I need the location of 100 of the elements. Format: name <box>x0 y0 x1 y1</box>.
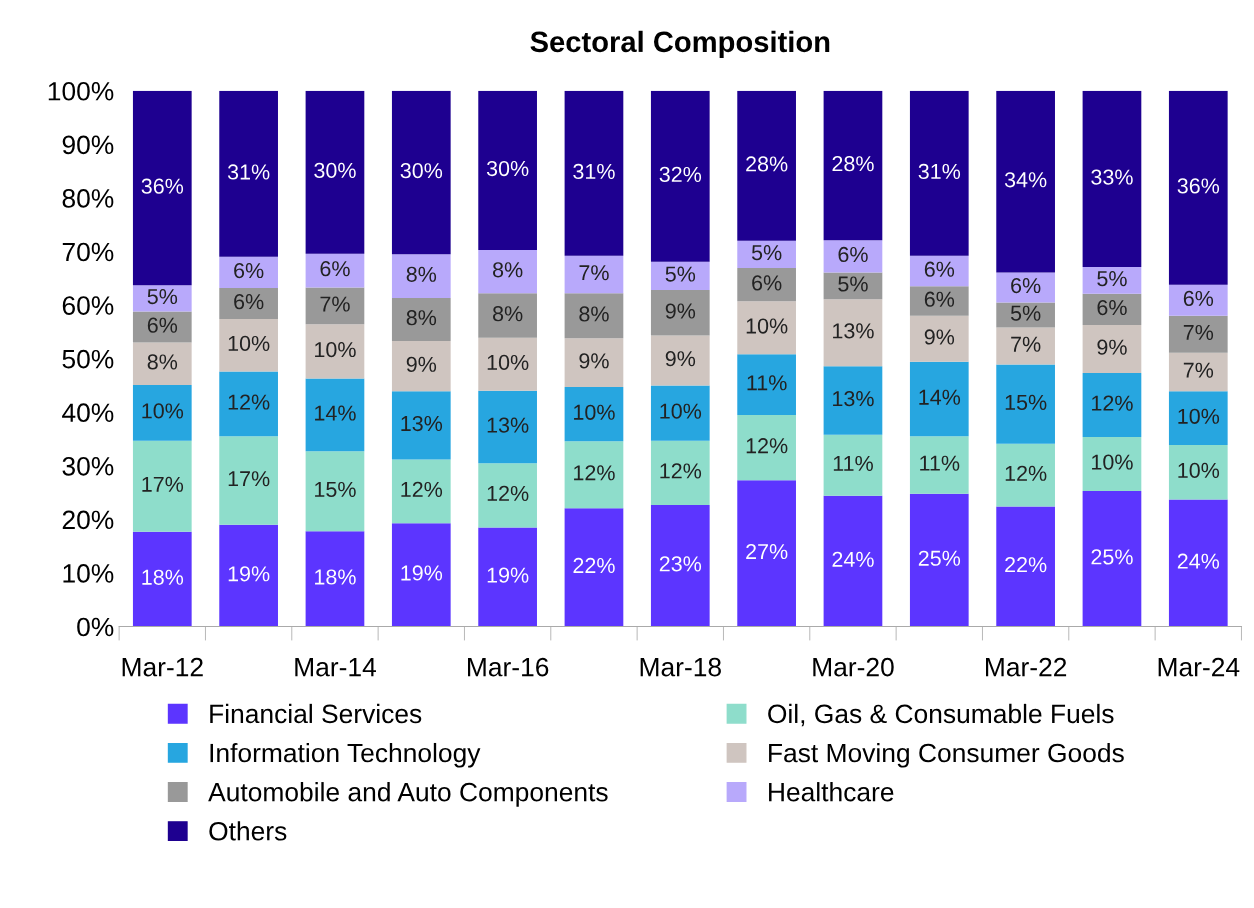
bar <box>650 290 710 336</box>
bar <box>305 531 365 627</box>
y-tick-label: 40% <box>62 403 114 423</box>
bar <box>305 324 365 379</box>
data-label: 6% <box>1183 290 1214 307</box>
bar <box>1168 444 1228 500</box>
bar <box>564 338 624 388</box>
data-label: 31% <box>227 164 270 180</box>
data-label: 19% <box>487 567 529 583</box>
data-label: 10% <box>574 404 615 420</box>
bar <box>132 90 192 286</box>
data-label: 6% <box>924 291 955 307</box>
x-tick-label: Mar-22 <box>986 657 1067 677</box>
data-label: 10% <box>1178 462 1220 479</box>
bar <box>564 255 624 294</box>
bar <box>305 378 365 452</box>
data-label: 6% <box>1097 299 1127 316</box>
data-label: 12% <box>487 485 529 501</box>
bar <box>1082 490 1142 627</box>
data-label: 9% <box>1097 339 1127 355</box>
bar <box>650 261 710 291</box>
y-tick-label: 100% <box>48 81 114 101</box>
data-label: 13% <box>833 390 874 407</box>
data-label: 11% <box>747 375 787 391</box>
data-label: 14% <box>315 405 356 421</box>
bar <box>478 337 537 391</box>
bar <box>737 480 796 627</box>
data-label: 13% <box>401 415 443 432</box>
data-label: 13% <box>487 417 529 433</box>
data-label: 9% <box>665 303 696 319</box>
bar <box>1082 90 1142 268</box>
bar <box>650 385 710 441</box>
data-label: 5% <box>838 276 868 292</box>
data-label: 22% <box>573 557 615 574</box>
bar <box>909 436 969 494</box>
data-label: 12% <box>1005 465 1047 481</box>
data-label: 6% <box>752 275 782 291</box>
data-label: 10% <box>1178 408 1220 424</box>
y-tick-label: 10% <box>63 564 114 583</box>
data-label: 7% <box>1183 324 1214 340</box>
bar <box>391 90 451 255</box>
bar <box>219 371 278 437</box>
data-label: 11% <box>920 455 960 471</box>
bar <box>650 90 710 262</box>
bar <box>564 90 624 256</box>
bar <box>737 301 796 355</box>
bar <box>996 364 1055 444</box>
data-label: 6% <box>924 261 955 277</box>
bar <box>478 249 537 294</box>
bar <box>219 90 278 257</box>
data-label: 10% <box>142 403 184 419</box>
x-tick-label: Mar-18 <box>640 657 721 677</box>
bar <box>219 524 278 627</box>
data-label: 5% <box>1010 305 1041 321</box>
data-label: 6% <box>147 317 178 333</box>
data-label: 13% <box>833 323 874 339</box>
data-label: 24% <box>1177 553 1220 569</box>
bar <box>737 240 796 269</box>
bar <box>737 90 796 241</box>
data-label: 15% <box>1005 394 1047 410</box>
bar <box>391 340 451 392</box>
bar <box>305 451 365 532</box>
data-label: 8% <box>493 306 523 322</box>
data-label: 30% <box>314 162 356 179</box>
data-label: 9% <box>665 351 696 367</box>
bar <box>1082 324 1142 374</box>
bar <box>478 463 537 528</box>
x-tick-label: Mar-24 <box>1158 657 1240 677</box>
bar <box>823 434 883 496</box>
bar <box>823 495 883 627</box>
data-label: 10% <box>487 354 529 371</box>
bar <box>391 459 451 524</box>
chart-title: Sectoral Composition <box>530 30 830 58</box>
data-label: 7% <box>579 265 609 281</box>
data-label: 33% <box>1091 169 1133 185</box>
data-label: 17% <box>228 471 270 487</box>
bar <box>909 255 969 287</box>
bar <box>132 311 192 343</box>
bar <box>564 293 624 339</box>
bar <box>737 414 796 481</box>
x-tick-label: Mar-12 <box>122 657 203 677</box>
bar <box>478 90 537 250</box>
data-label: 31% <box>573 163 615 180</box>
data-label: 12% <box>574 465 615 481</box>
legend-label: Others <box>209 821 287 841</box>
data-label: 8% <box>406 310 437 326</box>
bar <box>1168 284 1228 316</box>
y-tick-label: 60% <box>62 296 114 315</box>
legend-label: Information Technology <box>210 742 481 768</box>
data-label: 5% <box>751 245 782 261</box>
y-tick-label: 20% <box>62 510 114 530</box>
data-label: 10% <box>1092 454 1133 470</box>
bar <box>219 287 278 320</box>
bar <box>391 523 451 627</box>
data-label: 10% <box>228 335 270 352</box>
data-label: 18% <box>315 569 356 585</box>
data-label: 23% <box>659 556 702 572</box>
data-label: 12% <box>1092 395 1133 411</box>
bar <box>823 240 883 273</box>
data-label: 31% <box>918 163 961 180</box>
